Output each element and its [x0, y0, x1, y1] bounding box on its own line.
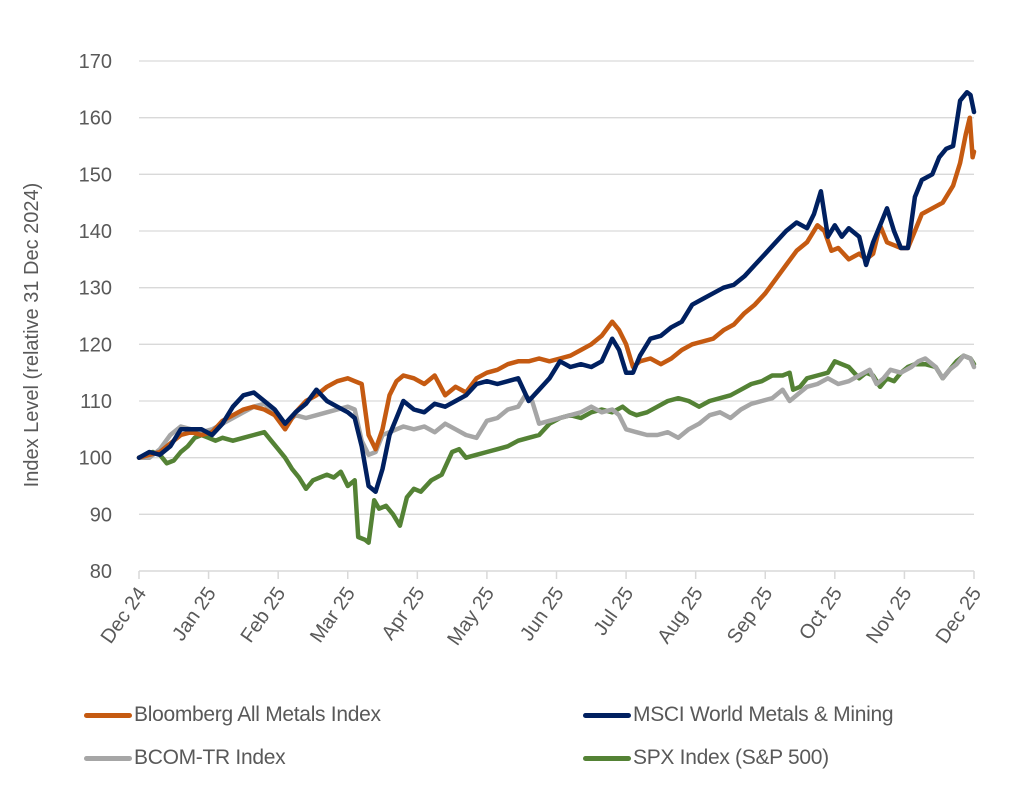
y-tick-label: 90 [90, 504, 112, 526]
axes: 80 90 100 110 120 130 140 150 160 170 Dec 24 Jan 25… [79, 51, 986, 650]
x-tick-label: Dec 25 [932, 583, 986, 648]
x-tick-label: Apr 25 [378, 583, 430, 644]
x-tick-label: Mar 25 [306, 583, 360, 647]
y-tick-label: 110 [80, 391, 112, 413]
x-tick-label: Sep 25 [723, 583, 777, 648]
legend-item-bcom-tr: BCOM-TR Index [84, 743, 286, 773]
gridlines [139, 60, 974, 515]
y-tick-label: 120 [79, 334, 112, 356]
y-tick-label: 150 [79, 164, 112, 186]
x-tick-label: Jan 25 [168, 583, 220, 645]
x-tick-label: Nov 25 [862, 583, 916, 648]
y-tick-label: 160 [79, 108, 112, 130]
x-tick-label: May 25 [443, 583, 499, 649]
legend-swatch-gray [84, 755, 132, 761]
y-axis-title: Index Level (relative 31 Dec 2024) [21, 183, 43, 488]
series-lines [136, 89, 977, 545]
legend-label: SPX Index (S&P 500) [633, 746, 829, 769]
series-line-spx-index-s-p-500 [136, 353, 977, 545]
x-tick-label: Aug 25 [653, 583, 707, 648]
y-tick-label: 140 [79, 221, 112, 243]
y-tick-label: 80 [90, 561, 112, 583]
x-tick-label: Jul 25 [590, 583, 639, 639]
legend-swatch-green [583, 755, 631, 761]
x-tick-label: Feb 25 [237, 583, 291, 647]
x-tick-label: Dec 24 [97, 583, 151, 648]
y-tick-label: 100 [79, 448, 112, 470]
legend-swatch-orange [84, 712, 132, 718]
legend-label: Bloomberg All Metals Index [134, 703, 381, 726]
legend-item-bloomberg-all-metals: Bloomberg All Metals Index [84, 700, 381, 730]
x-tick-label: Jun 25 [516, 583, 568, 645]
x-tick-label: Oct 25 [795, 583, 847, 644]
legend-swatch-navy [583, 712, 631, 718]
legend-label: BCOM-TR Index [134, 746, 286, 769]
series-line-msci-world-metals-mining [136, 89, 977, 494]
legend-item-msci-world-metals-mining: MSCI World Metals & Mining [583, 700, 894, 730]
legend-label: MSCI World Metals & Mining [633, 703, 894, 726]
line-chart: 80 90 100 110 120 130 140 150 160 170 Dec 24 Jan 25… [21, 51, 986, 650]
y-tick-label: 130 [79, 278, 112, 300]
y-tick-label: 170 [79, 51, 112, 73]
legend-item-spx-sp500: SPX Index (S&P 500) [583, 743, 829, 773]
